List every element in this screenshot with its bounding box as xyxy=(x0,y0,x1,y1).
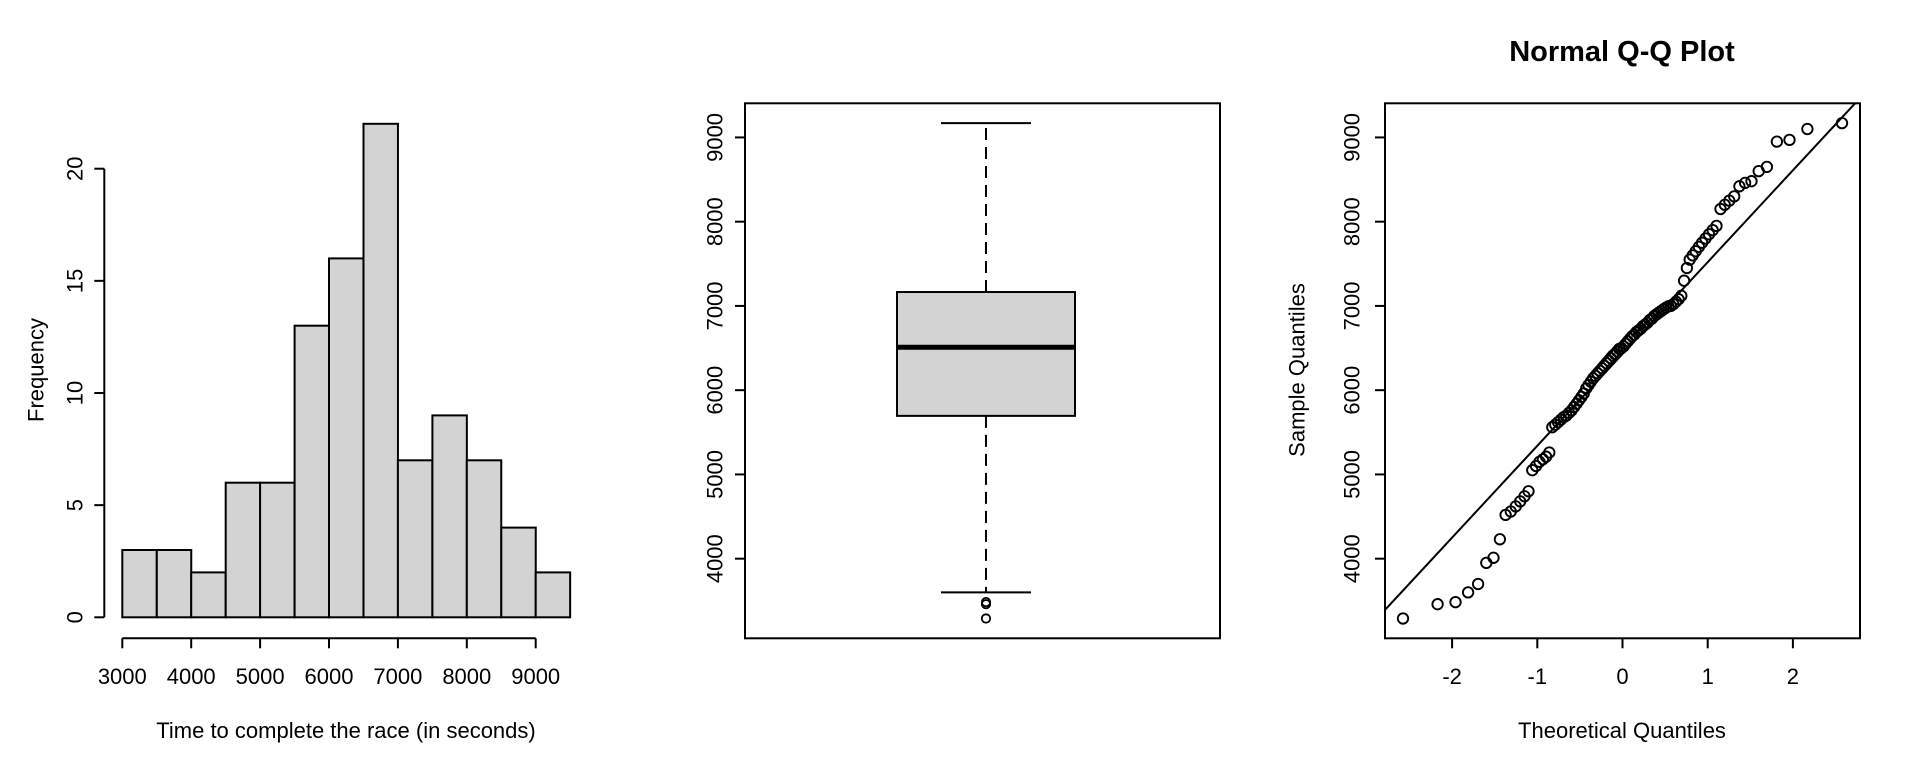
qq-plot-frame: 4000 5000 6000 7000 8000 9000 -2 -1 0 1 2 xyxy=(1340,102,1861,689)
boxplot-iqr-box xyxy=(896,291,1076,417)
qq-sample-point xyxy=(1710,219,1723,233)
qq-sample-point xyxy=(1770,135,1784,148)
histogram-bar xyxy=(155,549,193,619)
qq-sample-point xyxy=(1431,598,1444,611)
qq-sample-point xyxy=(1760,160,1774,174)
histogram-x-axis-label: Time to complete the race (in seconds) xyxy=(156,718,535,743)
qq-x-tick-label: 1 xyxy=(1702,664,1714,689)
histogram-bar xyxy=(328,257,365,619)
qq-x-tick-label: -1 xyxy=(1528,664,1548,689)
histogram-bar xyxy=(190,571,227,619)
qq-sample-point xyxy=(1449,595,1462,609)
histogram-bar xyxy=(431,414,468,619)
qq-sample-point xyxy=(1835,116,1849,130)
histogram-panel: 0 5 10 15 20 3000 4000 5000 6000 7000 8000 9000 Tim… xyxy=(24,122,572,743)
boxplot-y-tick-label: 9000 xyxy=(703,113,728,162)
boxplot-outlier-point xyxy=(980,596,992,608)
histogram-bar xyxy=(534,571,572,619)
qq-sample-point xyxy=(1461,586,1475,599)
histogram-x-tick-label: 7000 xyxy=(373,664,422,689)
qq-y-tick-label: 4000 xyxy=(1340,534,1365,583)
boxplot-body xyxy=(896,122,1076,624)
qq-sample-point xyxy=(1672,293,1685,306)
histogram-x-tick-label: 5000 xyxy=(236,664,285,689)
histogram-bar xyxy=(293,324,331,619)
qq-y-tick-label: 8000 xyxy=(1340,197,1365,246)
histogram-bar xyxy=(362,122,399,619)
histogram-x-tick-label: 6000 xyxy=(305,664,354,689)
qq-x-tick-label: -2 xyxy=(1442,664,1462,689)
histogram-bar xyxy=(396,459,434,619)
qq-sample-point xyxy=(1536,453,1550,466)
histogram-bars xyxy=(121,122,572,619)
histogram-y-tick-label: 20 xyxy=(63,156,88,180)
boxplot-frame: 4000 5000 6000 7000 8000 9000 xyxy=(703,102,1221,640)
boxplot-y-tick-label: 7000 xyxy=(703,281,728,330)
boxplot-y-tick-label: 8000 xyxy=(703,197,728,246)
boxplot-y-tick-label: 6000 xyxy=(703,366,728,415)
qq-sample-point xyxy=(1487,551,1500,564)
histogram-bar xyxy=(500,526,537,619)
boxplot-panel: 4000 5000 6000 7000 8000 9000 xyxy=(703,102,1221,640)
histogram-x-tick-label: 4000 xyxy=(167,664,216,689)
histogram-x-tick-label: 8000 xyxy=(442,664,491,689)
qq-sample-point xyxy=(1543,446,1556,459)
qq-sample-point xyxy=(1745,175,1758,188)
histogram-y-tick-label: 0 xyxy=(63,611,88,623)
qq-sample-point xyxy=(1493,533,1507,546)
histogram-bar xyxy=(121,549,158,619)
qq-plot-border xyxy=(1384,102,1861,640)
histogram-y-axis-label: Frequency xyxy=(24,318,49,422)
histogram-axes: 0 5 10 15 20 3000 4000 5000 6000 7000 8000 9000 xyxy=(63,156,561,689)
histogram-x-tick-label: 3000 xyxy=(98,664,147,689)
boxplot-y-tick-label: 4000 xyxy=(703,534,728,583)
qq-sample-point xyxy=(1728,190,1741,203)
qq-sample-point xyxy=(1738,176,1752,190)
histogram-bar xyxy=(224,481,262,619)
histogram-y-tick-label: 15 xyxy=(63,269,88,293)
qq-sample-point xyxy=(1675,289,1688,302)
histogram-y-tick-label: 10 xyxy=(63,381,88,405)
qq-sample-point xyxy=(1677,274,1691,287)
qq-plot-title: Normal Q-Q Plot xyxy=(1509,36,1735,68)
qq-y-tick-label: 7000 xyxy=(1340,281,1365,330)
qq-y-axis-label: Sample Quantiles xyxy=(1285,283,1310,457)
histogram-x-tick-label: 9000 xyxy=(511,664,560,689)
qq-plot-panel: 4000 5000 6000 7000 8000 9000 -2 -1 0 1 2 Normal Q… xyxy=(1285,36,1861,743)
qq-plot-points xyxy=(1384,102,1856,625)
boxplot-border xyxy=(744,102,1221,640)
qq-y-tick-label: 9000 xyxy=(1340,113,1365,162)
qq-sample-point xyxy=(1522,485,1535,498)
boxplot-outlier-point xyxy=(980,613,992,624)
qq-sample-point xyxy=(1783,133,1796,147)
qq-sample-point xyxy=(1480,556,1493,570)
histogram-bar xyxy=(465,459,503,619)
qq-sample-point xyxy=(1801,122,1814,136)
histogram-y-tick-label: 5 xyxy=(63,499,88,511)
qq-sample-point xyxy=(1471,577,1485,591)
boxplot-y-tick-label: 5000 xyxy=(703,450,728,499)
qq-x-axis-label: Theoretical Quantiles xyxy=(1518,718,1726,743)
qq-x-tick-label: 2 xyxy=(1787,664,1799,689)
qq-x-tick-label: 0 xyxy=(1616,664,1628,689)
qq-y-tick-label: 5000 xyxy=(1340,450,1365,499)
qq-sample-point xyxy=(1396,612,1410,625)
histogram-bar xyxy=(259,481,296,619)
qq-y-tick-label: 6000 xyxy=(1340,366,1365,415)
